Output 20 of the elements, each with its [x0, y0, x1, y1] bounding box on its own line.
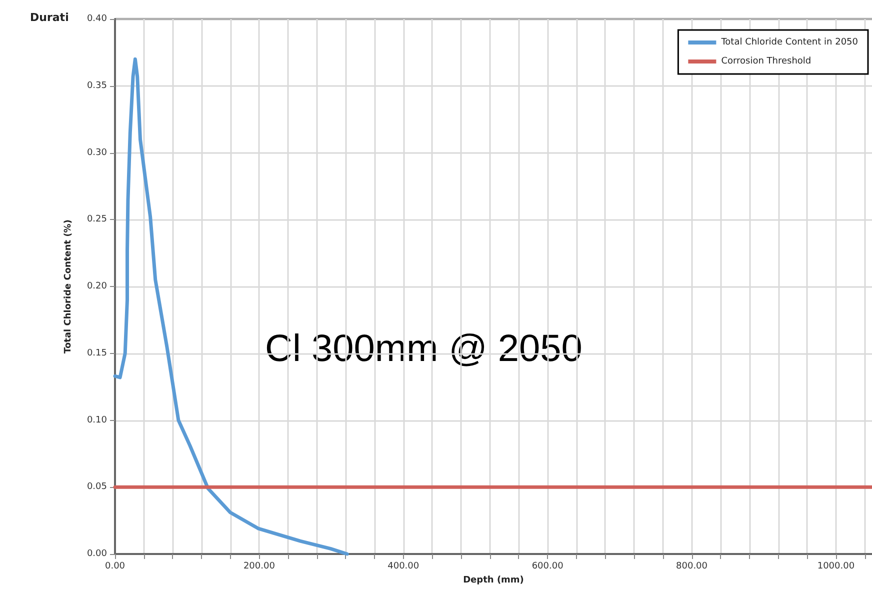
text: Durati [30, 11, 69, 24]
y-tick-label: 0.35 [86, 80, 107, 91]
x-tick-label: 800.00 [676, 562, 708, 572]
y-tick-label: 0.10 [86, 415, 108, 426]
legend-label: Total Chloride Content in 2050 [720, 38, 858, 48]
x-tick-label: 1000.00 [817, 562, 855, 572]
y-tick-label: 0.30 [86, 148, 108, 158]
x-tick-label: 0.00 [104, 562, 126, 572]
y-axis-title: Total Chloride Content (%) [64, 220, 74, 354]
y-tick-label: 0.15 [86, 348, 107, 358]
y-tick-label: 0.25 [86, 214, 107, 225]
x-tick-label: 200.00 [243, 562, 276, 572]
y-tick-label: 0.00 [86, 549, 108, 559]
x-tick-label: 400.00 [388, 562, 420, 572]
y-tick-label: 0.40 [86, 14, 108, 24]
legend-label: Corrosion Threshold [721, 56, 812, 66]
x-axis-title: Depth (mm) [463, 576, 524, 586]
y-tick-label: 0.20 [86, 282, 108, 292]
x-tick-label: 600.00 [532, 562, 564, 572]
y-tick-label: 0.05 [86, 482, 107, 492]
